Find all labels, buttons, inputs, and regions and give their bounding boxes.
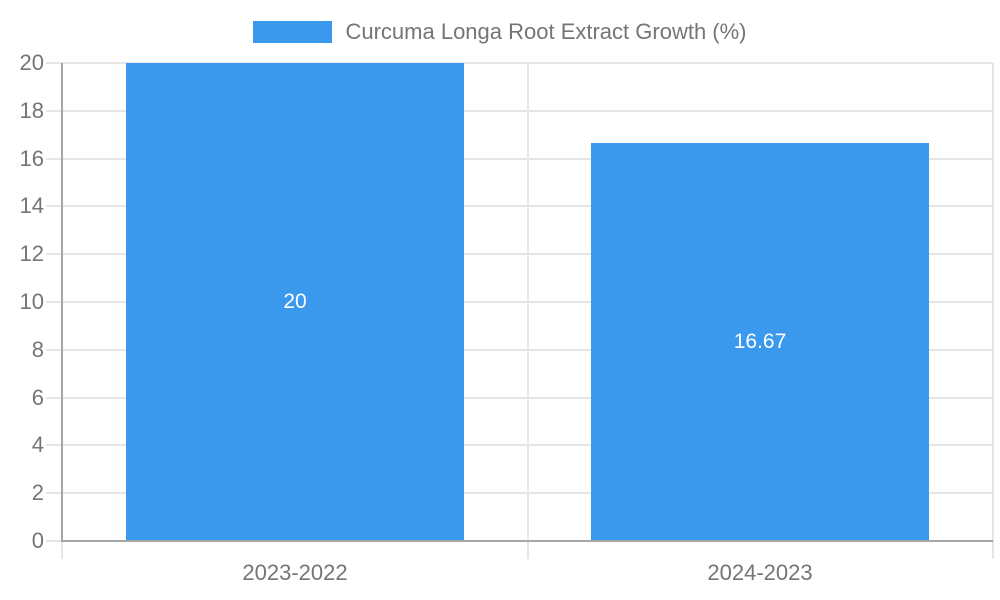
y-gridline [46,397,993,399]
y-axis-tick-label: 6 [31,385,44,410]
y-axis-tick-label: 8 [31,337,44,362]
category-boundary-gridline [992,63,994,559]
y-axis-tick-label: 20 [19,50,44,75]
bar-2024-2023[interactable] [591,143,929,541]
y-gridline [46,62,993,64]
bar-value-label: 20 [283,290,307,313]
x-axis-line [61,540,993,542]
y-axis-tick-label: 10 [19,289,44,314]
y-gridline [46,301,993,303]
y-gridline [46,110,993,112]
legend-swatch [253,21,333,43]
y-gridline [46,253,993,255]
y-gridline [46,158,993,160]
y-axis-tick-label: 18 [19,98,44,123]
y-axis-tick-label: 2 [31,480,44,505]
y-axis-tick-label: 4 [31,432,44,457]
x-axis-tick-label: 2023-2022 [242,560,348,585]
bar-value-label: 16.67 [733,330,787,353]
y-axis-tick-label: 16 [19,146,44,171]
x-axis-tick-label: 2024-2023 [707,560,813,585]
y-gridline [46,349,993,351]
y-gridline [46,444,993,446]
y-axis-tick-label: 14 [19,193,44,218]
legend-label: Curcuma Longa Root Extract Growth (%) [345,19,747,44]
y-axis-tick-label: 0 [31,528,44,553]
bar-2023-2022[interactable] [126,63,464,541]
y-axis-tick-label: 12 [19,241,44,266]
x-axis-tick [61,541,63,559]
y-axis-line [61,63,63,541]
chart-legend[interactable]: Curcuma Longa Root Extract Growth (%) [0,19,1000,45]
y-gridline [46,205,993,207]
category-boundary-gridline [527,63,529,559]
y-gridline [46,492,993,494]
